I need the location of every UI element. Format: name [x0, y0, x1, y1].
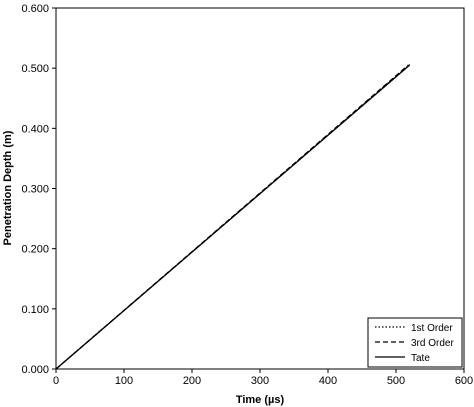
legend-label-3rd-order: 3rd Order	[411, 338, 454, 349]
x-axis-ticks: 0 100 200 300 400 500 600	[53, 369, 473, 387]
y-axis-title: Penetration Depth (m)	[2, 130, 14, 245]
x-tick-label: 400	[319, 375, 337, 387]
x-tick-label: 300	[251, 375, 269, 387]
y-tick-label: 0.200	[21, 244, 49, 256]
plot-area	[55, 7, 465, 370]
y-tick-label: 0.300	[21, 184, 49, 196]
y-axis-ticks: 0.000 0.100 0.200 0.300 0.400 0.500 0.600	[21, 3, 56, 376]
x-tick-label: 0	[53, 375, 59, 387]
legend-label-tate: Tate	[411, 353, 430, 364]
y-tick-label: 0.600	[21, 3, 49, 15]
y-tick-label: 0.400	[21, 123, 49, 135]
legend-label-1st-order: 1st Order	[411, 323, 453, 334]
y-tick-label: 0.500	[21, 63, 49, 75]
y-tick-label: 0.000	[21, 364, 49, 376]
x-tick-label: 100	[115, 375, 133, 387]
x-tick-label: 500	[387, 375, 405, 387]
y-tick-label: 0.100	[21, 304, 49, 316]
legend: 1st Order 3rd Order Tate	[367, 317, 463, 368]
series-layer	[55, 64, 411, 370]
x-tick-label: 600	[455, 375, 473, 387]
legend-items: 1st Order 3rd Order Tate	[375, 323, 454, 364]
x-tick-label: 200	[183, 375, 201, 387]
series-line-tate	[55, 64, 411, 370]
x-axis-title: Time (µs)	[236, 394, 285, 406]
